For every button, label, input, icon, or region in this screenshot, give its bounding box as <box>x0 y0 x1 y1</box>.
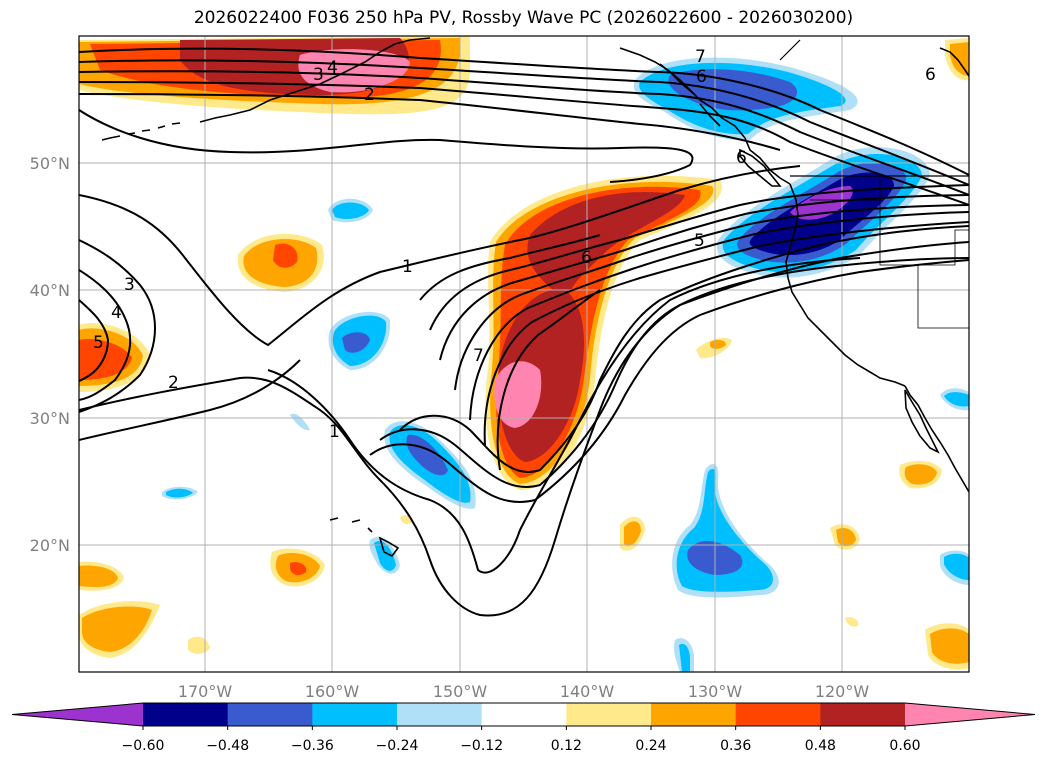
lon-label-160w: 160°W <box>305 682 360 701</box>
colorbar-tick-label: −0.48 <box>206 738 249 754</box>
contour-label: 2 <box>168 373 179 393</box>
colorbar-tick-label: 0.24 <box>635 738 666 754</box>
lat-label-20n: 20°N <box>30 536 70 555</box>
contour-label: 7 <box>695 47 706 67</box>
colorbar-tick-label: 0.60 <box>889 738 920 754</box>
graticule <box>79 36 969 672</box>
colorbar-segment <box>566 703 652 726</box>
contour-label: 5 <box>694 231 705 251</box>
colorbar-tick-label: −0.60 <box>122 738 165 754</box>
map-title: 2026022400 F036 250 hPa PV, Rossby Wave … <box>193 8 854 28</box>
contour-label: 3 <box>313 65 324 85</box>
contour-label: 4 <box>327 58 338 78</box>
colorbar-segment <box>227 703 313 726</box>
contour-label: 1 <box>329 422 340 442</box>
contour-label: 4 <box>111 303 122 323</box>
colorbar: −0.60 −0.48 −0.36 −0.24 −0.12 0.12 0.24 0.36 0.4… <box>11 702 1036 754</box>
colorbar-tick-label: 0.12 <box>551 738 582 754</box>
contour-label: 5 <box>93 333 104 353</box>
contour-labels: 3 4 2 7 6 6 6 1 3 4 5 2 1 7 6 5 <box>93 47 936 442</box>
colorbar-extend-max <box>905 703 1035 726</box>
colorbar-extend-min <box>12 703 143 726</box>
colorbar-segment <box>820 703 906 726</box>
colorbar-segment <box>651 703 737 726</box>
colorbar-segment <box>312 703 398 726</box>
colorbar-tick-label: −0.24 <box>376 738 419 754</box>
contour-label: 6 <box>696 67 707 87</box>
lon-label-140w: 140°W <box>560 682 615 701</box>
colorbar-segment <box>735 703 821 726</box>
colorbar-tick-label: 0.36 <box>720 738 751 754</box>
contour-label: 7 <box>473 346 484 366</box>
map-frame <box>78 35 970 673</box>
contour-label: 6 <box>925 65 936 85</box>
lon-label-150w: 150°W <box>433 682 488 701</box>
colorbar-segment <box>481 703 567 726</box>
contour-label: 3 <box>124 275 135 295</box>
lat-label-40n: 40°N <box>30 281 70 300</box>
lon-label-130w: 130°W <box>688 682 743 701</box>
colorbar-tick-label: −0.12 <box>460 738 503 754</box>
colorbar-segment <box>143 703 229 726</box>
lat-label-30n: 30°N <box>30 409 70 428</box>
lon-label-170w: 170°W <box>178 682 233 701</box>
colorbar-segment <box>397 703 483 726</box>
contour-label: 6 <box>736 148 747 168</box>
lon-label-120w: 120°W <box>815 682 870 701</box>
pv-contours <box>79 47 969 617</box>
colorbar-tick-label: −0.36 <box>291 738 334 754</box>
colorbar-tick-label: 0.48 <box>805 738 836 754</box>
lat-label-50n: 50°N <box>30 154 70 173</box>
contour-label: 2 <box>364 85 375 105</box>
contour-label: 1 <box>402 257 413 277</box>
contour-label: 6 <box>581 248 592 268</box>
